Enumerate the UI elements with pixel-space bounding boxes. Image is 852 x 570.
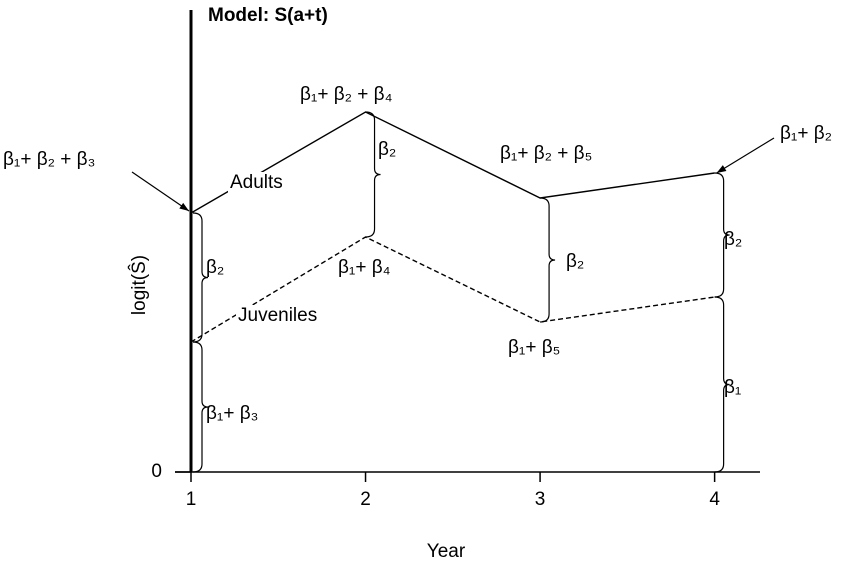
brace — [365, 111, 381, 238]
annotation: β₁ — [724, 377, 741, 398]
annotation: β₁+ β₄ — [338, 257, 391, 278]
annotation: β₁+ β₂ + β₃ — [3, 149, 95, 170]
annotation: β₁+ β₃ — [206, 403, 258, 424]
line-0 — [190, 111, 715, 214]
arrow-line — [131, 171, 190, 212]
annotation: β₁+ β₂ + β₅ — [500, 143, 592, 164]
x-tick-label: 2 — [360, 489, 371, 510]
x-tick-label: 3 — [535, 489, 546, 510]
annotation: β₁+ β₅ — [508, 337, 560, 358]
y-tick-label: 0 — [151, 461, 162, 482]
x-axis-label: Year — [427, 541, 466, 562]
series-label: Adults — [230, 172, 283, 193]
x-tick-label: 4 — [709, 489, 720, 510]
brace — [192, 212, 209, 343]
annotation: β₂ — [724, 229, 742, 250]
chart-title: Model: S(a+t) — [208, 5, 328, 26]
arrow-head — [179, 202, 189, 211]
annotation: β₂ — [206, 257, 224, 278]
brace — [540, 197, 556, 323]
y-axis-label: logit(Ŝ) — [128, 255, 150, 315]
line-1 — [190, 236, 715, 343]
arrow-head — [716, 165, 727, 173]
annotation: β₂ — [378, 139, 396, 160]
brace — [192, 341, 209, 473]
annotation: β₁+ β₂ — [780, 123, 832, 144]
label-bg — [236, 305, 348, 327]
label-bg — [228, 172, 302, 194]
x-tick-label: 1 — [186, 489, 197, 510]
annotation: β₁+ β₂ + β₄ — [300, 84, 393, 105]
annotation: β₂ — [566, 251, 584, 272]
series-label: Juveniles — [238, 305, 317, 326]
arrow-line — [716, 137, 775, 174]
